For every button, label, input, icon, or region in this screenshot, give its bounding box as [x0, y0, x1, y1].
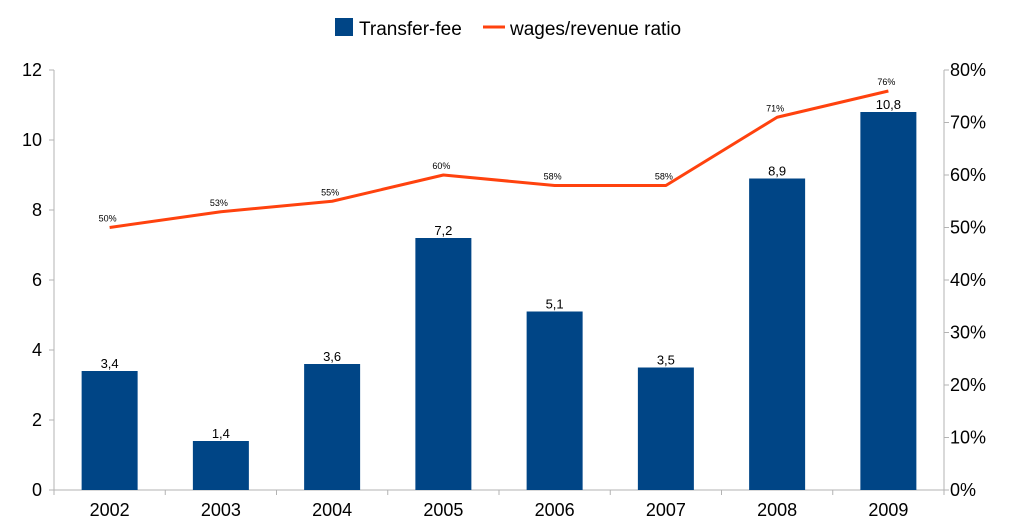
y-right-tick-label: 60%	[950, 165, 986, 185]
x-tick-label: 2005	[423, 500, 463, 520]
y-right-tick-label: 70%	[950, 113, 986, 133]
x-tick-label: 2003	[201, 500, 241, 520]
y-left-tick-label: 6	[32, 270, 42, 290]
bar-data-label: 5,1	[546, 297, 564, 312]
legend-swatch-transfer-fee	[335, 18, 353, 36]
line-data-label: 50%	[99, 214, 117, 224]
y-right-tick-label: 10%	[950, 428, 986, 448]
line-data-label: 58%	[544, 172, 562, 182]
y-right-tick-label: 30%	[950, 323, 986, 343]
bar-data-label: 3,6	[323, 349, 341, 364]
bar-data-label: 10,8	[876, 97, 901, 112]
line-series-wages-revenue-ratio: 50% 53% 55% 60% 58% 58% 71% 76%	[99, 77, 895, 229]
x-tick-label: 2002	[90, 500, 130, 520]
y-right-tick-label: 50%	[950, 218, 986, 238]
y-left-tick-label: 2	[32, 410, 42, 430]
y-right-tick-label: 0%	[950, 480, 976, 500]
legend-label-wages-revenue-ratio: wages/revenue ratio	[509, 19, 681, 40]
y-left-tick-label: 12	[22, 60, 42, 80]
bar-data-label: 7,2	[434, 223, 452, 238]
line-data-label: 76%	[877, 77, 895, 87]
legend: Transfer-fee wages/revenue ratio	[335, 18, 681, 40]
y-left-tick-label: 10	[22, 130, 42, 150]
legend-label-transfer-fee: Transfer-fee	[359, 19, 462, 40]
x-tick-label: 2009	[868, 500, 908, 520]
bar-transfer-fee	[860, 112, 917, 490]
y-right-tick-label: 20%	[950, 375, 986, 395]
bar-transfer-fee	[749, 178, 806, 490]
line-wages-revenue-ratio	[109, 89, 889, 229]
bar-transfer-fee	[304, 364, 361, 490]
line-data-label: 58%	[655, 172, 673, 182]
y-left-tick-label: 0	[32, 480, 42, 500]
line-data-label: 71%	[766, 103, 784, 113]
x-tick-label: 2007	[646, 500, 686, 520]
line-data-label: 53%	[210, 198, 228, 208]
y-right-tick-label: 40%	[950, 270, 986, 290]
bar-transfer-fee	[637, 367, 694, 490]
x-tick-label: 2004	[312, 500, 352, 520]
y-right-tick-label: 80%	[950, 60, 986, 80]
y-left-tick-label: 4	[32, 340, 42, 360]
x-tick-label: 2006	[535, 500, 575, 520]
bar-data-label: 3,5	[657, 353, 675, 368]
line-data-label: 60%	[432, 161, 450, 171]
bar-data-label: 3,4	[101, 356, 119, 371]
bar-series-transfer-fee: 3,4 1,4 3,6 7,2 5,1 3,5 8,9 10,8	[81, 97, 917, 490]
axes: 0 2 4 6 8 10 12 0% 10% 20% 30% 40% 50% 60% 70% 80% 2002 2…	[22, 60, 986, 520]
line-data-label: 55%	[321, 187, 339, 197]
bar-transfer-fee	[192, 441, 249, 490]
x-tick-label: 2008	[757, 500, 797, 520]
bar-transfer-fee	[526, 311, 583, 490]
bar-transfer-fee	[81, 371, 138, 490]
bar-data-label: 8,9	[768, 164, 786, 179]
bar-transfer-fee	[415, 238, 472, 490]
bar-data-label: 1,4	[212, 426, 230, 441]
y-left-tick-label: 8	[32, 200, 42, 220]
